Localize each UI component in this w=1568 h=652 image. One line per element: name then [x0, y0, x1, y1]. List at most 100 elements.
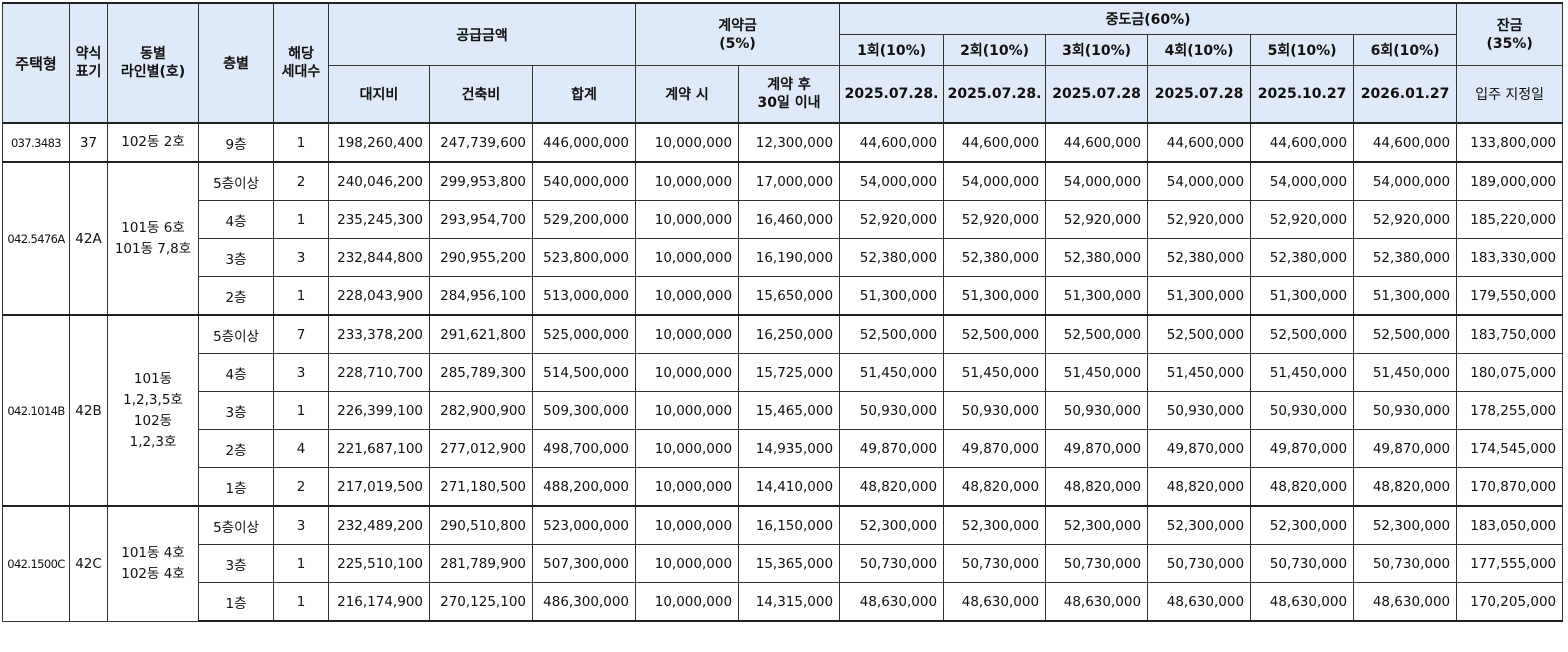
floor-cell: 4층 [198, 353, 274, 392]
header-middle-date-2: 2025.07.28. [943, 65, 1047, 124]
line-cell: 101동 4호 102동 4호 [107, 505, 199, 622]
middle-payment-cell: 51,450,000 [839, 353, 945, 392]
middle-payment-cell: 49,870,000 [943, 429, 1047, 468]
table-body: 037.3483 37 102동 2호 9층 1 198,260,400 247,739,6… [2, 122, 1564, 622]
deposit-at-cell: 10,000,000 [635, 238, 740, 277]
middle-payment-cell: 51,300,000 [1353, 276, 1458, 316]
middle-payment-cell: 51,300,000 [1250, 276, 1355, 316]
header-deposit: 계약금 (5%) [635, 2, 841, 66]
balance-cell: 185,220,000 [1456, 200, 1564, 239]
deposit-after-cell: 15,725,000 [738, 353, 841, 392]
floor-cell: 2층 [198, 276, 274, 316]
deposit-at-cell: 10,000,000 [635, 276, 740, 316]
balance-cell: 183,050,000 [1456, 505, 1564, 545]
units-cell: 3 [273, 505, 329, 545]
middle-payment-cell: 50,930,000 [839, 391, 945, 430]
building-cost-cell: 285,789,300 [429, 353, 533, 392]
deposit-after-cell: 16,150,000 [738, 505, 841, 545]
middle-payment-cell: 52,300,000 [839, 505, 945, 545]
header-balance-date: 입주 지정일 [1456, 65, 1564, 124]
middle-payment-cell: 51,300,000 [839, 276, 945, 316]
line-cell: 102동 2호 [107, 122, 199, 163]
middle-payment-cell: 48,630,000 [1147, 582, 1252, 622]
abbr-cell: 37 [69, 122, 108, 163]
housing-type-cell: 042.5476A [2, 161, 70, 316]
total-cell: 523,000,000 [531, 505, 637, 545]
middle-payment-cell: 48,820,000 [1250, 467, 1355, 507]
table-row: 3층 1 225,510,100 281,789,900 507,300,000 10,0… [3, 544, 1564, 583]
table-row: 042.5476A 42A 101동 6호 101동 7,8호 5층이상 2 240,04… [2, 161, 1564, 316]
middle-payment-cell: 54,000,000 [1147, 161, 1252, 201]
balance-cell: 178,255,000 [1456, 391, 1564, 430]
table-row: 2층 4 221,687,100 277,012,900 498,700,000 10,0… [3, 429, 1564, 468]
balance-cell: 179,550,000 [1456, 276, 1564, 316]
units-cell: 4 [273, 429, 329, 468]
deposit-after-cell: 16,250,000 [738, 314, 841, 354]
middle-payment-cell: 52,380,000 [943, 238, 1047, 277]
table-header: 주택형 약식 표기 동별 라인별(호) 층별 해당 세대수 공급금액 계약금 (… [2, 2, 1564, 124]
deposit-after-cell: 14,410,000 [738, 467, 841, 507]
middle-payment-cell: 50,930,000 [943, 391, 1047, 430]
middle-payment-cell: 48,630,000 [1250, 582, 1355, 622]
units-cell: 1 [273, 200, 329, 239]
middle-payment-cell: 50,730,000 [1250, 544, 1355, 583]
floor-cell: 2층 [198, 429, 274, 468]
floor-cell: 4층 [198, 200, 274, 239]
total-cell: 514,500,000 [531, 353, 637, 392]
table-row: 3층 1 226,399,100 282,900,900 509,300,000 10,0… [3, 391, 1564, 430]
middle-payment-cell: 44,600,000 [1045, 122, 1149, 163]
middle-payment-cell: 48,820,000 [1045, 467, 1149, 507]
units-cell: 1 [273, 544, 329, 583]
deposit-after-cell: 14,935,000 [738, 429, 841, 468]
total-cell: 513,000,000 [531, 276, 637, 316]
middle-payment-cell: 44,600,000 [1147, 122, 1252, 163]
middle-payment-cell: 50,930,000 [1250, 391, 1355, 430]
units-cell: 3 [273, 238, 329, 277]
table-row: 037.3483 37 102동 2호 9층 1 198,260,400 247,739,6… [2, 122, 1564, 163]
header-middle-payment: 중도금(60%) [839, 2, 1458, 35]
middle-payment-cell: 52,300,000 [1045, 505, 1149, 545]
header-middle-date-6: 2026.01.27 [1353, 65, 1458, 124]
header-middle-round-5: 5회(10%) [1250, 34, 1355, 66]
middle-payment-cell: 50,730,000 [1353, 544, 1458, 583]
middle-payment-cell: 52,920,000 [943, 200, 1047, 239]
middle-payment-cell: 48,630,000 [1045, 582, 1149, 622]
floor-cell: 1층 [198, 582, 274, 622]
deposit-after-cell: 16,190,000 [738, 238, 841, 277]
housing-type-cell: 042.1014B [2, 314, 70, 507]
land-cost-cell: 240,046,200 [328, 161, 430, 201]
middle-payment-cell: 54,000,000 [943, 161, 1047, 201]
middle-payment-cell: 52,500,000 [1147, 314, 1252, 354]
units-cell: 7 [273, 314, 329, 354]
middle-payment-cell: 51,450,000 [1147, 353, 1252, 392]
building-cost-cell: 290,955,200 [429, 238, 533, 277]
middle-payment-cell: 50,730,000 [1147, 544, 1252, 583]
floor-cell: 3층 [198, 238, 274, 277]
balance-cell: 177,555,000 [1456, 544, 1564, 583]
balance-cell: 183,750,000 [1456, 314, 1564, 354]
balance-cell: 183,330,000 [1456, 238, 1564, 277]
table-row: 042.1014B 42B 101동 1,2,3,5호 102동 1,2,3호 5층이… [2, 314, 1564, 507]
total-cell: 446,000,000 [531, 122, 637, 163]
total-cell: 523,800,000 [531, 238, 637, 277]
total-cell: 529,200,000 [531, 200, 637, 239]
middle-payment-cell: 50,930,000 [1045, 391, 1149, 430]
middle-payment-cell: 54,000,000 [1250, 161, 1355, 201]
header-total: 합계 [531, 65, 637, 124]
building-cost-cell: 299,953,800 [429, 161, 533, 201]
balance-cell: 170,205,000 [1456, 582, 1564, 622]
building-cost-cell: 290,510,800 [429, 505, 533, 545]
land-cost-cell: 233,378,200 [328, 314, 430, 354]
header-middle-date-5: 2025.10.27 [1250, 65, 1355, 124]
units-cell: 2 [273, 161, 329, 201]
middle-payment-cell: 52,300,000 [943, 505, 1047, 545]
units-cell: 1 [273, 122, 329, 163]
deposit-at-cell: 10,000,000 [635, 391, 740, 430]
header-deposit-after: 계약 후 30일 이내 [738, 65, 841, 124]
land-cost-cell: 216,174,900 [328, 582, 430, 622]
middle-payment-cell: 50,730,000 [839, 544, 945, 583]
balance-cell: 189,000,000 [1456, 161, 1564, 201]
header-balance: 잔금 (35%) [1456, 2, 1564, 66]
middle-payment-cell: 51,450,000 [1250, 353, 1355, 392]
middle-payment-cell: 52,380,000 [1353, 238, 1458, 277]
